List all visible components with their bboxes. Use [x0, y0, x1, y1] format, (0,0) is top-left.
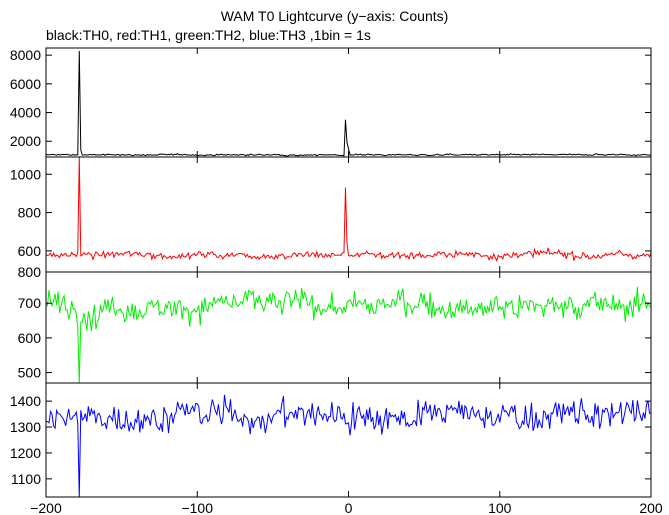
series-line-th1: [45, 156, 652, 263]
y-tick-label: 800: [18, 205, 42, 221]
panel-frame-th2: [45, 271, 652, 384]
y-tick-label: 1100: [11, 471, 41, 487]
y-tick-label: 700: [18, 295, 42, 311]
series-line-th0: [45, 50, 652, 157]
y-tick-label: 500: [18, 365, 42, 381]
chart-subtitle: black:TH0, red:TH1, green:TH2, blue:TH3 …: [46, 27, 371, 43]
y-tick-label: 2000: [10, 133, 41, 149]
series-line-th3: [45, 394, 652, 498]
y-tick-label: 600: [18, 243, 42, 259]
y-tick-label: 1200: [10, 445, 41, 461]
panel-frame-th0: [45, 47, 652, 158]
x-tick-label: −100: [181, 500, 213, 515]
y-tick-label: 1300: [10, 419, 41, 435]
panel-frame-th3: [45, 382, 652, 498]
x-tick-label: 200: [639, 500, 663, 515]
y-tick-label: 1000: [10, 166, 41, 182]
y-tick-label: 4000: [10, 105, 41, 121]
x-tick-label: 0: [345, 500, 353, 515]
y-tick-label: 1400: [10, 393, 41, 409]
y-tick-label: 800: [18, 264, 42, 280]
y-tick-label: 600: [18, 330, 42, 346]
y-tick-label: 6000: [10, 76, 41, 92]
x-tick-label: −200: [30, 500, 62, 515]
series-line-th2: [45, 286, 652, 384]
x-tick-label: 100: [488, 500, 512, 515]
y-tick-label: 8000: [10, 47, 41, 63]
chart-title: WAM T0 Lightcurve (y−axis: Counts): [220, 8, 449, 24]
